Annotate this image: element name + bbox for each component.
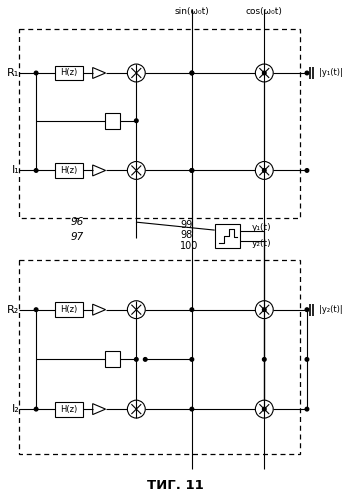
Circle shape — [256, 64, 273, 82]
Circle shape — [190, 71, 194, 75]
Circle shape — [127, 162, 145, 180]
Text: 100: 100 — [180, 241, 198, 251]
Text: ΤИГ. 11: ΤИГ. 11 — [147, 479, 203, 492]
Circle shape — [263, 358, 266, 361]
Text: R₁: R₁ — [7, 68, 19, 78]
Circle shape — [190, 358, 194, 361]
Circle shape — [305, 168, 309, 172]
Text: I₁: I₁ — [12, 166, 19, 175]
Bar — [215, 224, 240, 248]
Circle shape — [305, 308, 309, 312]
Circle shape — [34, 71, 38, 75]
Text: I₂: I₂ — [12, 404, 19, 414]
Circle shape — [134, 119, 138, 122]
Circle shape — [127, 64, 145, 82]
Circle shape — [127, 300, 145, 318]
Circle shape — [127, 400, 145, 418]
Circle shape — [256, 400, 273, 418]
Circle shape — [263, 408, 266, 411]
Text: H(z): H(z) — [60, 404, 78, 413]
Bar — [55, 402, 83, 416]
Text: H(z): H(z) — [60, 68, 78, 78]
Text: R₂: R₂ — [7, 304, 19, 314]
Circle shape — [190, 71, 194, 75]
Circle shape — [190, 168, 194, 172]
Circle shape — [144, 358, 147, 361]
Circle shape — [263, 308, 266, 312]
Text: H(z): H(z) — [60, 305, 78, 314]
Circle shape — [34, 168, 38, 172]
Text: 96: 96 — [71, 217, 84, 227]
Circle shape — [34, 408, 38, 411]
Circle shape — [134, 358, 138, 361]
Circle shape — [190, 168, 194, 172]
Text: 99: 99 — [180, 220, 192, 230]
Text: 98: 98 — [180, 230, 192, 240]
Text: y₂(t): y₂(t) — [251, 238, 271, 248]
Circle shape — [305, 358, 309, 361]
Bar — [105, 352, 120, 368]
Circle shape — [305, 71, 309, 75]
Text: sin(ω₀t): sin(ω₀t) — [174, 7, 209, 16]
Circle shape — [190, 308, 194, 312]
Polygon shape — [93, 304, 106, 315]
Text: |y₁(t)|: |y₁(t)| — [319, 68, 343, 78]
Text: cos(ω₀t): cos(ω₀t) — [246, 7, 283, 16]
Text: H(z): H(z) — [60, 166, 78, 175]
Text: y₁(t): y₁(t) — [251, 222, 271, 232]
Polygon shape — [93, 404, 106, 414]
Circle shape — [256, 162, 273, 180]
Circle shape — [263, 168, 266, 172]
Circle shape — [305, 408, 309, 411]
Circle shape — [190, 408, 194, 411]
Circle shape — [263, 71, 266, 75]
Bar — [19, 260, 300, 454]
Circle shape — [256, 300, 273, 318]
Polygon shape — [93, 165, 106, 176]
Bar — [55, 163, 83, 178]
Bar — [55, 66, 83, 80]
Polygon shape — [93, 68, 106, 78]
Circle shape — [34, 308, 38, 312]
Text: |y₂(t)|: |y₂(t)| — [319, 305, 343, 314]
Bar — [19, 29, 300, 218]
Text: 97: 97 — [71, 232, 84, 242]
Bar — [105, 113, 120, 128]
Bar — [55, 302, 83, 317]
